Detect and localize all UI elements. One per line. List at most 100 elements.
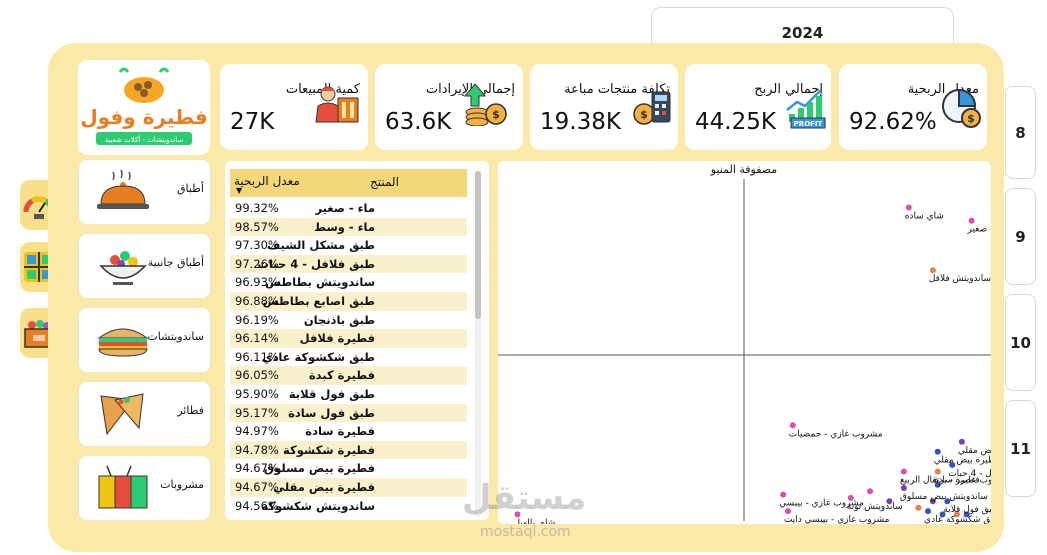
data-label: فطيرة سادة (934, 476, 980, 486)
table-row[interactable]: 97.30% طبق مشكل الشيف (230, 236, 467, 255)
scatter-point[interactable] (934, 468, 941, 475)
scatter-point[interactable] (784, 508, 791, 515)
scatter-point[interactable] (949, 461, 956, 468)
side-number-label: 11 (1010, 439, 1031, 458)
coins-growth-icon: $ (463, 83, 507, 126)
svg-text:$: $ (967, 112, 975, 125)
side-number-label: 10 (1010, 333, 1031, 352)
row-rate: 96.11% (235, 349, 279, 364)
category-label: مشروبات (160, 478, 204, 491)
category-side-dishes[interactable]: أطباق جانبية (79, 234, 210, 298)
kpi-title: تكلفة منتجات مباعة (564, 82, 670, 97)
table-row[interactable]: 99.32% ماء - صغير (230, 199, 467, 218)
row-rate: 96.19% (235, 312, 279, 327)
logo: فطيرة وفول ساندويتشات - أكلات شعبية (78, 60, 210, 155)
salad-bowl-icon (99, 251, 147, 285)
row-rate: 96.05% (235, 368, 279, 383)
table-header: معدل الربحية ▼ المنتج (230, 169, 467, 197)
scatter-point[interactable] (886, 498, 893, 505)
scatter-point[interactable] (958, 438, 965, 445)
table-scrollbar-thumb[interactable] (475, 171, 481, 319)
row-rate: 97.30% (235, 238, 279, 253)
scatter-point[interactable] (963, 511, 970, 518)
table-row[interactable]: 94.56% ساندويتش شكشوكة (230, 497, 467, 516)
scatter-point[interactable] (968, 217, 975, 224)
drinks-icon (98, 465, 148, 509)
table-row[interactable]: 94.78% فطيرة شكشوكة (230, 440, 467, 460)
data-label: ساندويتش فلافل (929, 274, 991, 284)
table-row[interactable]: 97.26% طبق فلافل - 4 حبات (230, 254, 467, 274)
menu-matrix-chart: مصفوفة المنيو شاي ساده ماء - صغير ساندويتش … (498, 161, 991, 524)
category-sandwiches[interactable]: ساندويتشات (79, 308, 210, 372)
scatter-point[interactable] (900, 468, 907, 475)
kpi-value: 92.62% (849, 109, 937, 135)
scatter-point[interactable] (789, 422, 796, 429)
scatter-point[interactable] (934, 481, 941, 488)
table-row[interactable]: 98.57% ماء - وسط (230, 217, 467, 237)
side-number-8[interactable]: 8 (1005, 86, 1036, 179)
profit-chart-icon: PROFIT (786, 89, 826, 129)
data-label: طبق فول قلابة (943, 505, 991, 515)
table-row[interactable]: 94.67% فطيرة بيض مقلي (230, 478, 467, 497)
category-drinks[interactable]: مشروبات (79, 456, 210, 520)
watermark-text: مستقل (462, 478, 587, 518)
table-row[interactable]: 96.11% طبق شكشوكة عادي (230, 348, 467, 367)
scatter-point[interactable] (847, 494, 854, 501)
data-label: ساندويتش بيض مقلي (958, 446, 991, 456)
row-product: طبق مشكل الشيف (266, 238, 375, 253)
data-label: مشروب غازي - حمضيات (789, 429, 883, 439)
table-row[interactable]: 96.88% طبق اصابع بطاطس (230, 292, 467, 311)
side-number-10[interactable]: 10 (1005, 294, 1036, 391)
kpi-value: 27K (230, 109, 275, 135)
scatter-point[interactable] (954, 511, 961, 518)
sort-desc-icon[interactable]: ▼ (236, 186, 243, 195)
kpi-title: إجمالي الربح (754, 82, 823, 97)
scatter-point[interactable] (934, 448, 941, 455)
row-rate: 94.78% (235, 442, 279, 457)
table-row[interactable]: 96.19% طبق باذنجان (230, 311, 467, 330)
data-label: طبق شكشوكة عادي (924, 515, 991, 524)
data-label: مشروب غازي - بيبسي دايت (784, 515, 890, 524)
scatter-point[interactable] (944, 498, 951, 505)
data-label: مشروب عصير - برتقال الربيع (900, 476, 991, 486)
table-row[interactable]: 95.90% طبق فول قلابة (230, 385, 467, 404)
row-rate: 94.67% (235, 480, 279, 494)
side-number-11[interactable]: 11 (1005, 400, 1036, 497)
table-scrollbar-track[interactable] (475, 171, 481, 517)
scatter-point[interactable] (900, 485, 907, 491)
column-header-product[interactable]: المنتج (370, 175, 399, 189)
kpi-card-sales-qty: كمية المبيعات 27K (220, 64, 368, 150)
kpi-value: 63.6K (385, 109, 452, 135)
svg-text:$: $ (492, 108, 500, 121)
data-label: شاي ساده (905, 212, 944, 222)
table-row[interactable]: 96.93% ساندويتش بطاطس (230, 273, 467, 292)
matrix-icon (24, 252, 54, 282)
row-rate: 97.26% (235, 256, 279, 271)
kpi-card-revenue: إجمالي الإيرادات 63.6K $ (375, 64, 523, 150)
scatter-point[interactable] (929, 267, 936, 274)
scatter-point[interactable] (905, 204, 912, 211)
scatter-point[interactable] (867, 488, 874, 495)
category-dishes[interactable]: أطباق (79, 160, 210, 224)
side-number-9[interactable]: 9 (1005, 188, 1036, 285)
scatter-point[interactable] (915, 504, 922, 511)
scatter-point[interactable] (929, 498, 936, 505)
table-row[interactable]: 94.67% فطيرة بيض مسلوق (230, 459, 467, 478)
row-rate: 95.17% (235, 405, 279, 420)
row-product: فطيرة فلافل (299, 331, 375, 346)
scatter-point[interactable] (939, 511, 946, 518)
table-row[interactable]: 96.14% فطيرة فلافل (230, 329, 467, 348)
wrap-icon (100, 393, 144, 436)
scatter-point[interactable] (925, 508, 932, 515)
logo-image: فطيرة وفول ساندويتشات - أكلات شعبية (80, 67, 208, 145)
logo-subtitle: ساندويتشات - أكلات شعبية (105, 135, 184, 144)
column-header-rate[interactable]: معدل الربحية (234, 174, 300, 188)
table-row[interactable]: 95.17% طبق فول سادة (230, 403, 467, 423)
table-row[interactable]: 96.05% فطيرة كبدة (230, 366, 467, 385)
table-row[interactable]: 94.97% فطيرة سادة (230, 422, 467, 441)
row-rate: 96.14% (235, 331, 279, 346)
category-pies[interactable]: فطائر (79, 382, 210, 446)
scatter-point[interactable] (514, 511, 521, 518)
scatter-point[interactable] (780, 491, 787, 498)
chart-title: مصفوفة المنيو (710, 163, 778, 176)
